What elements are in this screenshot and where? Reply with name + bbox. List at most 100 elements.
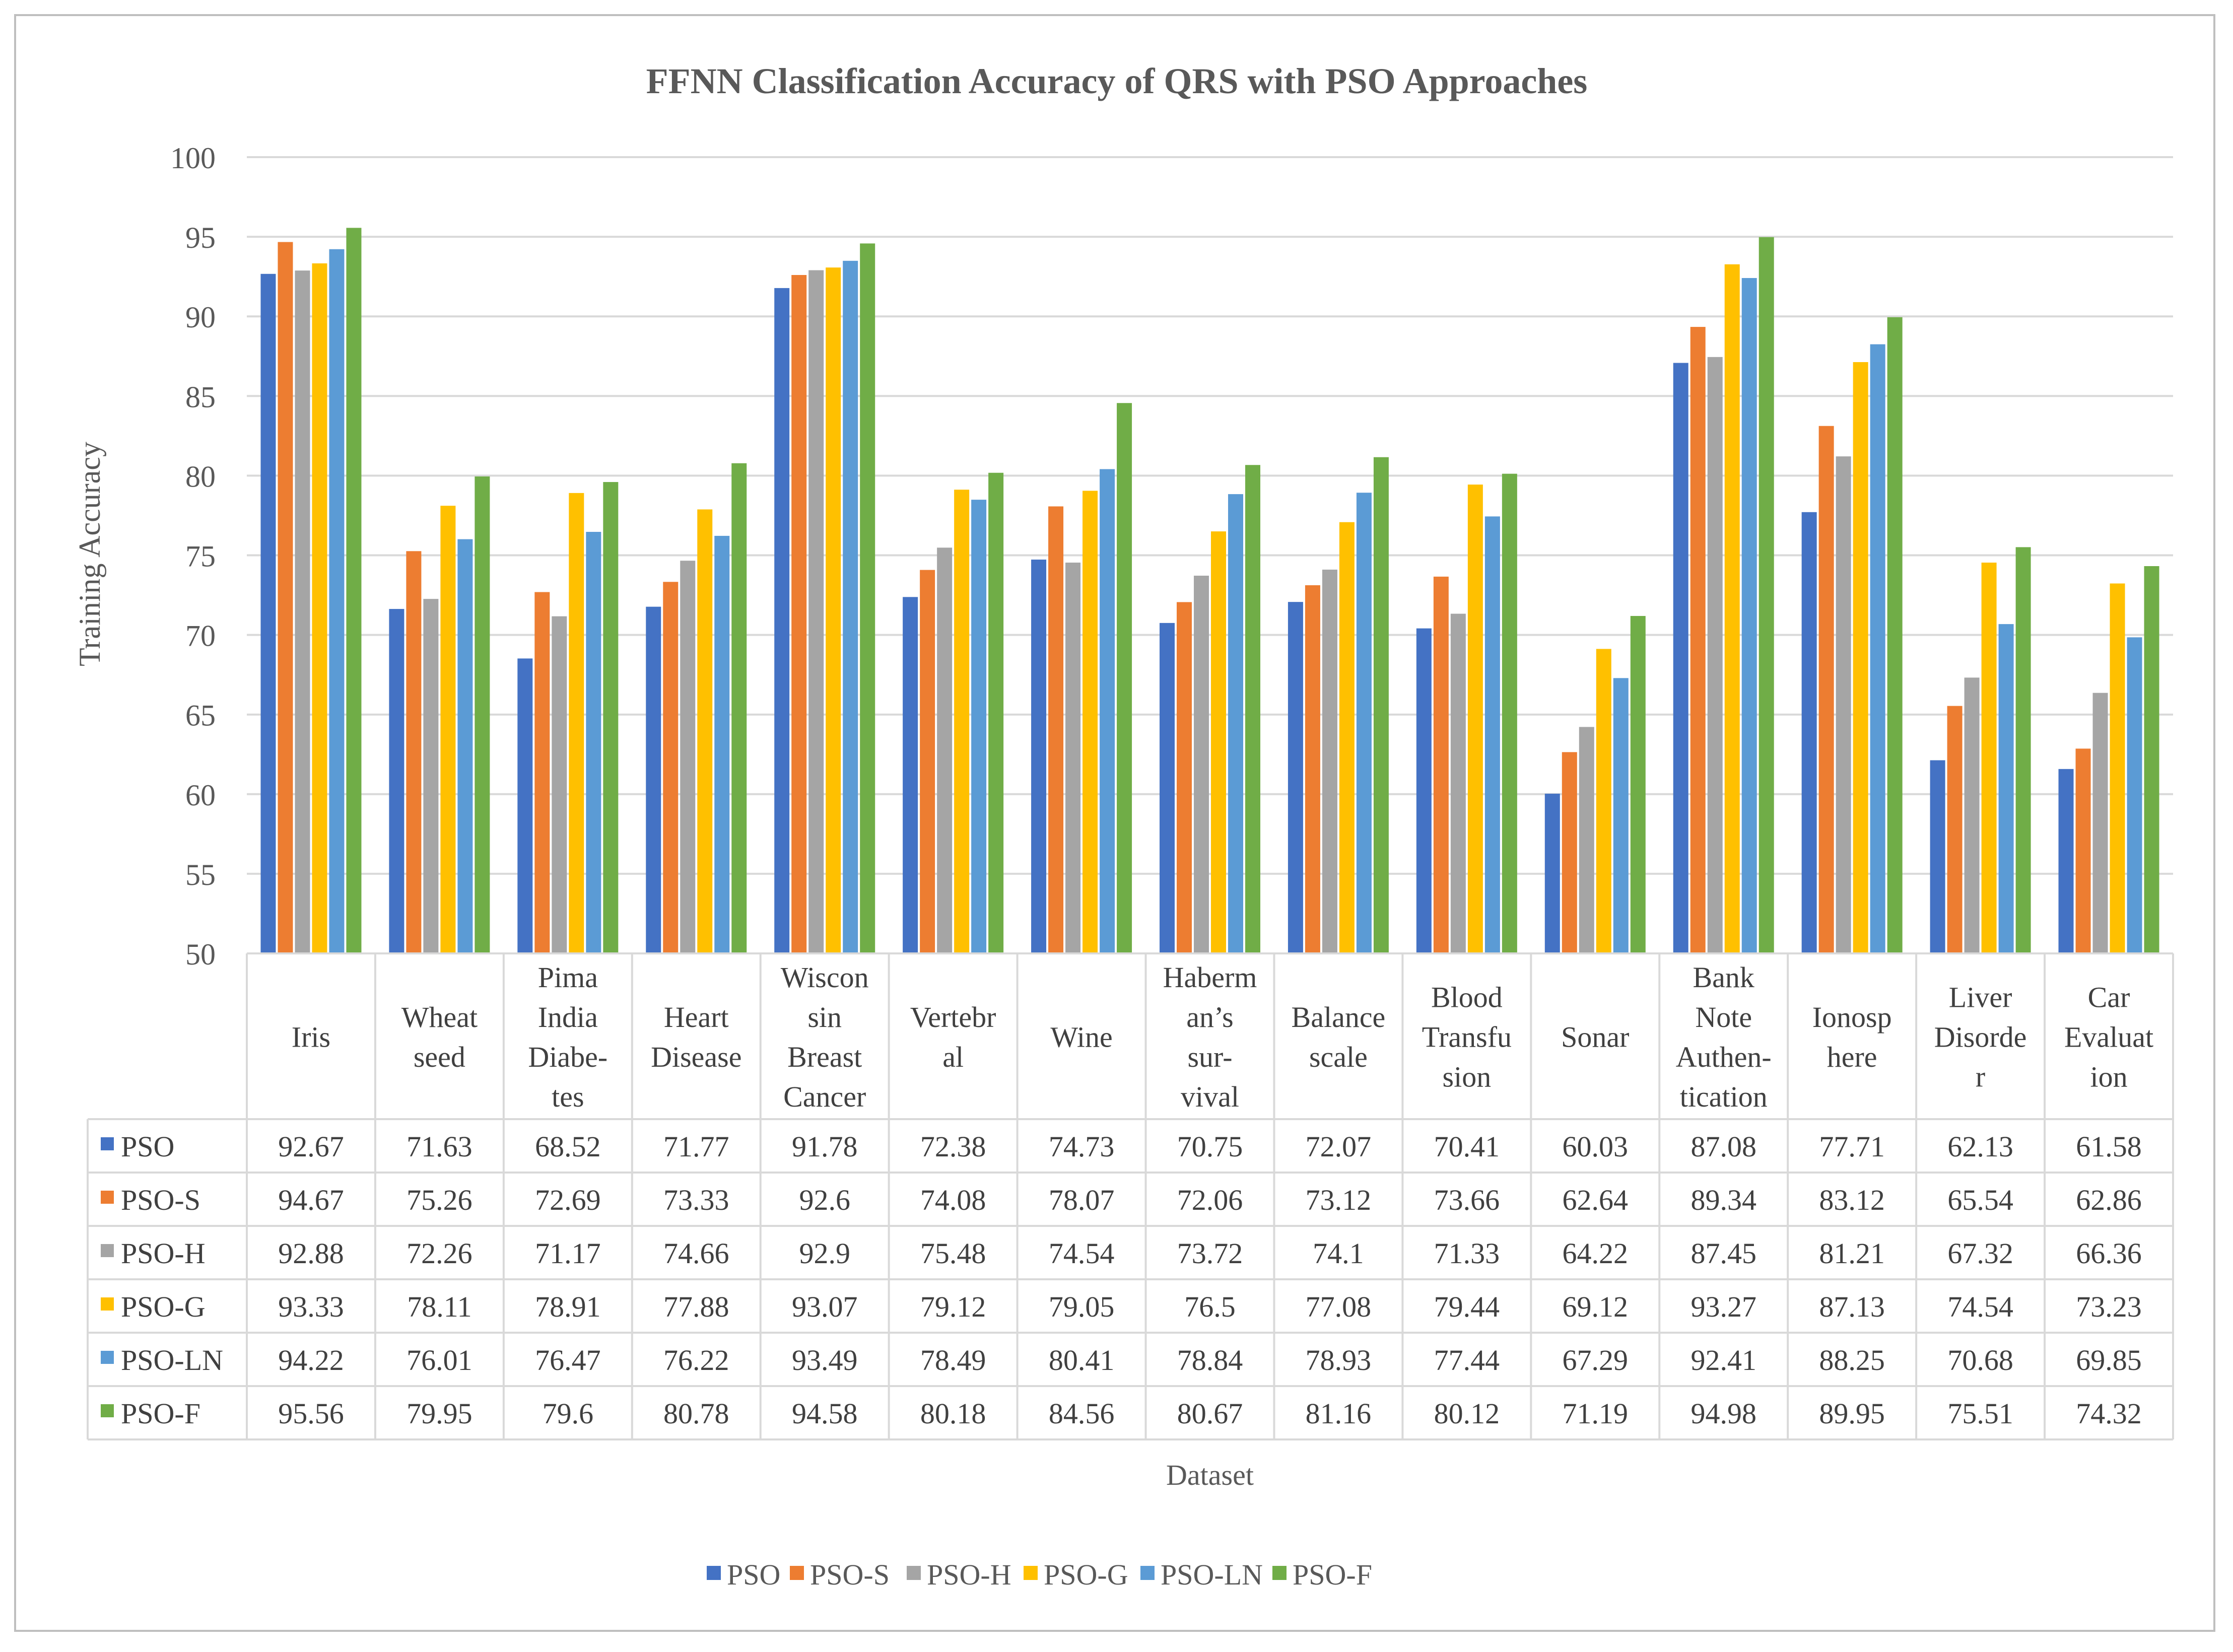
category-label: Liver [1949,981,2012,1014]
data-label: 68.52 [535,1130,601,1163]
legend-label: PSO-F [1293,1558,1372,1591]
bar-pso-f [731,463,747,953]
table-series-name: PSO-F [121,1397,200,1430]
bar-pso-h [1322,569,1337,953]
category-label: India [538,1001,598,1034]
bar-pso-f [603,482,619,953]
data-label: 74.08 [920,1184,986,1216]
bar-pso-g [1596,649,1611,953]
data-label: 65.54 [1947,1184,2013,1216]
data-label: 78.07 [1049,1184,1115,1216]
bar-pso-h [295,270,310,953]
bar-pso-ln [1870,344,1885,954]
data-label: 62.64 [1563,1184,1629,1216]
bar-pso [774,288,790,953]
category-label: Note [1695,1001,1752,1034]
bar-pso-ln [1484,516,1500,953]
data-label: 73.23 [2076,1290,2142,1323]
data-label: 80.12 [1434,1397,1500,1430]
bar-pso-g [1981,563,1997,953]
data-label: 83.12 [1819,1184,1885,1216]
data-label: 94.67 [278,1184,344,1216]
data-label: 89.34 [1690,1184,1756,1216]
category-label: here [1827,1041,1877,1073]
bar-pso-h [2092,693,2108,953]
bar-pso-f [1245,465,1260,953]
bar-pso-s [278,242,293,953]
data-label: 71.19 [1563,1397,1629,1430]
bar-pso-h [1065,563,1081,953]
bar-pso-s [920,570,935,953]
data-label: 94.98 [1690,1397,1756,1430]
bar-pso-f [2015,547,2031,953]
data-label: 84.56 [1049,1397,1115,1430]
data-label: 93.27 [1690,1290,1756,1323]
category-label: Evaluat [2064,1021,2153,1054]
category-label: Vertebr [910,1001,996,1034]
category-label: Diabe- [528,1041,607,1073]
bar-pso-h [1707,357,1723,953]
data-label: 79.12 [920,1290,986,1323]
bar-pso-h [680,561,696,953]
table-series-name: PSO-LN [121,1344,223,1376]
data-label: 92.9 [799,1237,850,1270]
category-label: Transfu [1422,1021,1512,1054]
bar-pso-s [534,592,550,953]
data-label: 77.44 [1434,1344,1500,1376]
legend-label: PSO [727,1558,780,1591]
bar-pso-ln [714,535,730,953]
data-label: 78.49 [920,1344,986,1376]
data-label: 62.86 [2076,1184,2142,1216]
bar-pso-h [937,547,953,953]
category-label: Blood [1431,981,1503,1014]
category-label: Bank [1693,961,1754,994]
bar-pso [1416,628,1432,953]
data-label: 92.88 [278,1237,344,1270]
data-label: 70.68 [1947,1344,2013,1376]
category-label: Heart [664,1001,729,1034]
data-label: 80.67 [1177,1397,1243,1430]
data-label: 80.18 [920,1397,986,1430]
bar-pso-ln [1613,678,1629,953]
data-label: 60.03 [1563,1130,1629,1163]
category-label: scale [1309,1041,1368,1073]
data-label: 72.69 [535,1184,601,1216]
legend-label: PSO-G [1044,1558,1128,1591]
bar-pso-g [954,490,970,953]
bar-pso-ln [586,532,601,953]
data-label: 76.47 [535,1344,601,1376]
data-label: 78.11 [407,1290,471,1323]
data-label: 88.25 [1819,1344,1885,1376]
y-tick-label: 100 [170,142,216,175]
category-label: Cancer [783,1080,866,1113]
data-label: 76.5 [1184,1290,1236,1323]
data-label: 71.77 [663,1130,729,1163]
bar-pso-s [1947,706,1963,953]
data-label: 77.71 [1819,1130,1885,1163]
bar-pso [1930,760,1945,953]
data-label: 69.85 [2076,1344,2142,1376]
data-label: 71.33 [1434,1237,1500,1270]
data-label: 80.41 [1049,1344,1115,1376]
category-label: tes [552,1080,584,1113]
table-series-name: PSO-H [121,1237,206,1270]
data-label: 77.08 [1306,1290,1372,1323]
data-label: 80.78 [663,1397,729,1430]
y-tick-label: 75 [185,540,216,573]
table-legend-key-pso-h [101,1244,114,1257]
data-label: 92.67 [278,1130,344,1163]
data-label: 78.91 [535,1290,601,1323]
bar-pso [1288,602,1303,953]
data-label: 66.36 [2076,1237,2142,1270]
bar-pso-ln [1356,493,1372,953]
bar-pso [1544,793,1560,953]
bar-pso [1031,560,1047,953]
category-label: Haberm [1163,961,1257,994]
category-label: sin [807,1001,842,1034]
data-label: 74.54 [1947,1290,2013,1323]
data-label: 64.22 [1563,1237,1629,1270]
table-legend-key-pso-f [101,1404,114,1417]
category-label: Ionosp [1812,1001,1892,1034]
data-label: 79.05 [1049,1290,1115,1323]
data-label: 87.08 [1690,1130,1756,1163]
